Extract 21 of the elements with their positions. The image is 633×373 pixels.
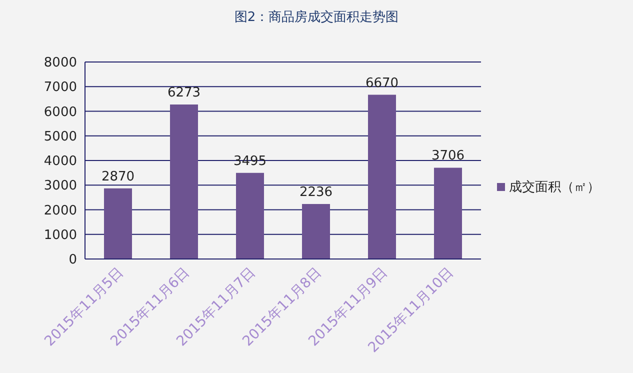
- y-tick-label: 2000: [44, 203, 77, 218]
- bar: [170, 104, 198, 259]
- y-tick-label: 7000: [44, 80, 77, 96]
- data-label: 2236: [299, 184, 333, 200]
- y-tick-label: 0: [68, 252, 77, 268]
- bar: [368, 94, 396, 259]
- data-label: 3706: [431, 148, 465, 164]
- y-tick-label: 6000: [44, 104, 77, 120]
- y-tick-label: 1000: [44, 228, 77, 243]
- y-tick-label: 5000: [44, 129, 77, 144]
- chart-title: 图2：商品房成交面积走势图: [233, 9, 400, 26]
- y-tick-label: 4000: [44, 154, 77, 170]
- legend-label: 成交面积（㎡）: [509, 180, 600, 194]
- bar: [236, 172, 264, 259]
- y-tick-label: 3000: [44, 178, 77, 194]
- bar: [302, 204, 330, 259]
- bar: [434, 168, 462, 259]
- bar: [104, 188, 132, 259]
- y-tick-label: 8000: [44, 56, 77, 71]
- data-label: 6273: [167, 86, 201, 101]
- data-label: 2870: [101, 169, 135, 184]
